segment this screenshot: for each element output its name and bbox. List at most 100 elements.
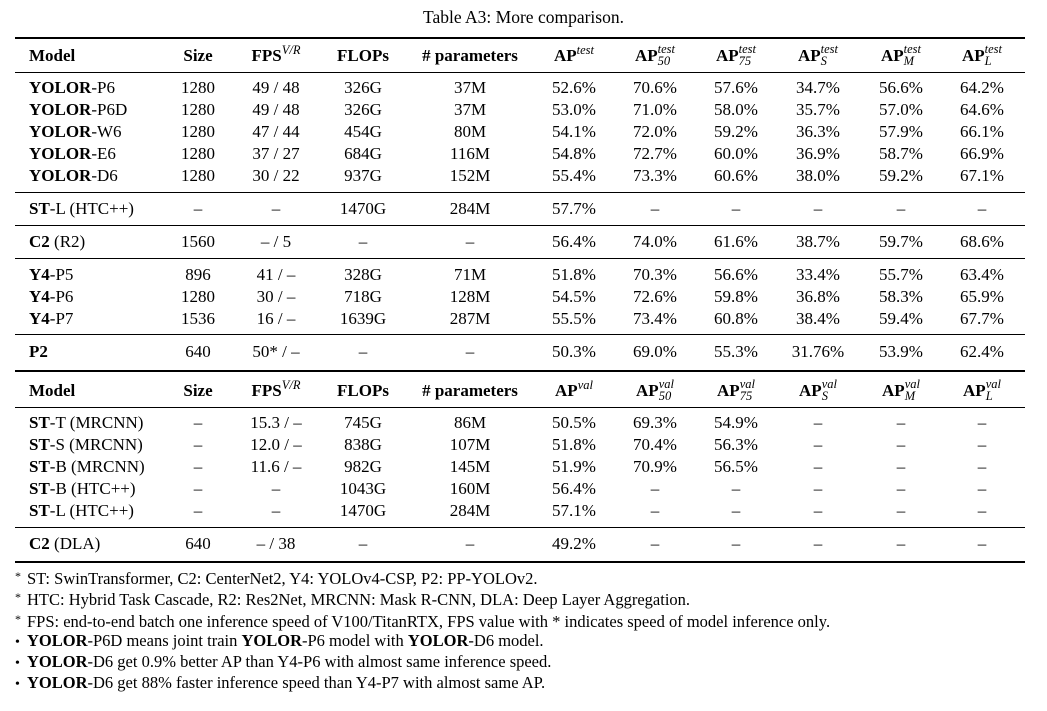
model-name-bold: ST [29, 501, 50, 520]
cell-params: 116M [450, 144, 490, 163]
header-ap50-scripts: val 50 [658, 377, 674, 405]
table-caption: Table A3: More comparison. [423, 7, 624, 27]
table-row: Y4-P6 1280 30 / – 718G 128M 54.5% 72.6% 59.8% 36… [15, 286, 1025, 308]
cell-ap50: – [650, 501, 660, 520]
header-aps: AP test S [797, 43, 838, 70]
cell-ap50: 71.0% [633, 100, 677, 119]
header-apl-label: AP [961, 46, 985, 65]
model-name-suffix: -T (MRCNN) [49, 413, 144, 432]
model-name: ST-L (HTC++) [29, 500, 134, 522]
cell-size: 1280 [181, 166, 215, 185]
cell-fps: 12.0 / – [250, 435, 302, 454]
header-rule-test [15, 72, 1025, 73]
model-name-suffix: -D6 [91, 166, 118, 185]
cell-apl: 64.6% [960, 100, 1004, 119]
cell-fps: 30 / – [256, 287, 296, 306]
header-ap: APtest [554, 44, 594, 67]
header-apl-superscript: val [985, 377, 1001, 391]
header-ap50-label: AP [634, 46, 658, 65]
model-name-bold: ST [29, 457, 50, 476]
cell-size: 1280 [181, 122, 215, 141]
header-aps-subscript: S [820, 53, 827, 68]
cell-flops: 838G [344, 435, 382, 454]
header-aps-label: AP [797, 46, 821, 65]
model-name-bold: YOLOR [29, 78, 92, 97]
model-name: C2 (DLA) [29, 533, 100, 555]
cell-ap75: 60.0% [714, 144, 758, 163]
footnote-line: * HTC: Hybrid Task Cascade, R2: Res2Net, … [15, 587, 830, 610]
cell-aps: 38.0% [796, 166, 840, 185]
header-fps-label: FPS [251, 381, 282, 400]
cell-ap50: 70.3% [633, 265, 677, 284]
model-name-bold: Y4 [29, 287, 50, 306]
footnote-bold-text: YOLOR [27, 673, 88, 693]
header-size: Size [183, 46, 213, 65]
model-name-bold: Y4 [29, 265, 50, 284]
model-name: ST-L (HTC++) [29, 198, 134, 220]
cell-apl: – [977, 534, 987, 553]
header-ap: APval [555, 379, 593, 402]
header-apm: AP test M [881, 43, 921, 70]
cell-apm: 56.6% [879, 78, 923, 97]
cell-size: – [193, 435, 203, 454]
cell-size: 1280 [181, 100, 215, 119]
header-apl-scripts: test L [985, 43, 1002, 70]
cell-flops: 718G [344, 287, 382, 306]
header-apm-subscript: M [903, 53, 915, 68]
cell-size: 896 [185, 265, 211, 284]
header-ap75: AP val 75 [717, 378, 755, 405]
header-ap50-superscript: val [658, 377, 674, 391]
cell-ap: 52.6% [552, 78, 596, 97]
footnote-bold-text: YOLOR [241, 630, 303, 650]
cell-ap: 53.0% [552, 100, 596, 119]
cell-apl: – [977, 457, 987, 476]
cell-ap: 51.8% [552, 265, 596, 284]
model-name: P2 [29, 341, 48, 363]
header-parameters: # parameters [422, 46, 518, 65]
cell-fps: 30 / 22 [252, 166, 300, 185]
cell-size: – [193, 199, 203, 218]
cell-apl: 62.4% [960, 342, 1004, 361]
cell-apl: 64.2% [960, 78, 1004, 97]
cell-apm: 59.2% [879, 166, 923, 185]
cell-params: 160M [449, 479, 491, 498]
footnote-text: -P6 model with [302, 630, 408, 650]
model-name-suffix: (R2) [49, 232, 86, 251]
cell-fps: 49 / 48 [252, 78, 300, 97]
cell-apl: – [977, 199, 987, 218]
table-row: Y4-P5 896 41 / – 328G 71M 51.8% 70.3% 56.6% 33.4… [15, 264, 1025, 286]
cell-fps: 49 / 48 [252, 100, 300, 119]
cell-params: – [465, 534, 475, 553]
cell-flops: 1470G [339, 199, 387, 218]
cell-fps: 47 / 44 [252, 122, 300, 141]
table-row: P2 640 50* / – – – 50.3% 69.0% 55.3% 31.76% 53.9%… [15, 341, 1025, 363]
cell-fps: – / 38 [256, 534, 296, 553]
cell-aps: – [813, 457, 823, 476]
table-row: C2 (R2) 1560 – / 5 – – 56.4% 74.0% 61.6% 38.7% 59… [15, 231, 1025, 253]
cell-apl: – [977, 435, 987, 454]
footnote-text: ST: SwinTransformer, C2: CenterNet2, Y4:… [27, 569, 538, 588]
footnote-text: HTC: Hybrid Task Cascade, R2: Res2Net, M… [27, 590, 691, 610]
header-ap50: AP test 50 [634, 43, 675, 70]
header-apm-scripts: val M [904, 377, 920, 405]
cell-params: 284M [449, 199, 491, 218]
cell-params: 145M [449, 457, 491, 476]
header-apm-superscript: val [904, 377, 920, 391]
header-aps-scripts: val S [822, 378, 837, 405]
header-fps: FPSV/R [251, 379, 301, 402]
footnote-bold-text: YOLOR [27, 652, 88, 672]
table-row: YOLOR-D6 1280 30 / 22 937G 152M 55.4% 73.3% 60.… [15, 165, 1025, 187]
bullet-icon: • [15, 656, 20, 672]
header-flops: FLOPs [337, 46, 389, 65]
cell-params: 37M [453, 78, 487, 97]
cell-apl: – [977, 501, 987, 520]
header-apm: AP val M [882, 377, 920, 405]
cell-ap75: 60.8% [714, 309, 758, 328]
table-row: YOLOR-P6D 1280 49 / 48 326G 37M 53.0% 71.0% 58.… [15, 99, 1025, 121]
model-name: ST-B (HTC++) [29, 478, 136, 500]
cell-ap: 51.9% [552, 457, 596, 476]
header-ap75-superscript: test [738, 42, 757, 56]
model-name: YOLOR-W6 [29, 121, 122, 143]
footnote-text: -P6D means joint train [87, 630, 242, 650]
cell-flops: 326G [344, 100, 382, 119]
